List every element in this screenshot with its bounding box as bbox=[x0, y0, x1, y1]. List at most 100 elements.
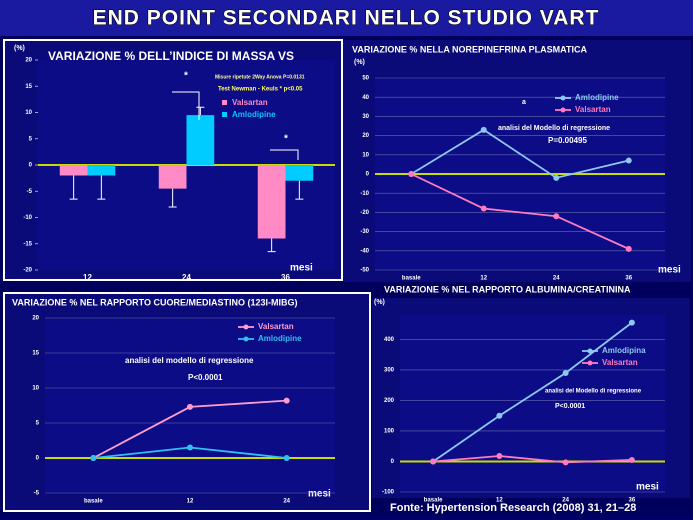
legend-label: Valsartan bbox=[575, 105, 611, 114]
y-tick-label: 400 bbox=[384, 337, 395, 343]
x-axis-label: mesi bbox=[290, 263, 313, 274]
legend-label: Valsartan bbox=[232, 98, 268, 107]
legend-label: Valsartan bbox=[602, 358, 638, 367]
annotation: analisi del modello di regressione bbox=[125, 356, 254, 365]
y-axis-label: (%) bbox=[374, 299, 385, 306]
point bbox=[187, 444, 193, 451]
x-tick-label: 36 bbox=[625, 276, 632, 282]
error-bar bbox=[97, 175, 106, 200]
legend-label: Amlodipina bbox=[602, 346, 646, 355]
y-tick-label: 15 bbox=[32, 351, 39, 357]
y-tick-label: 20 bbox=[25, 58, 32, 64]
line bbox=[432, 321, 633, 463]
bar bbox=[257, 165, 286, 239]
x-tick-label: 24 bbox=[182, 273, 191, 282]
chart-title: VARIAZIONE % NEL RAPPORTO CUORE/MEDIASTI… bbox=[12, 297, 298, 307]
legend-label: Valsartan bbox=[258, 322, 294, 331]
significance-bracket bbox=[172, 91, 299, 160]
y-tick-label: 40 bbox=[362, 95, 369, 101]
y-tick-label: 20 bbox=[362, 133, 369, 139]
chart-title: VARIAZIONE % NEL RAPPORTO ALBUMINA/CREAT… bbox=[384, 284, 631, 294]
point bbox=[480, 126, 487, 133]
point bbox=[625, 157, 632, 164]
bar bbox=[158, 165, 187, 189]
y-tick-label: -10 bbox=[23, 215, 32, 221]
bar bbox=[59, 165, 88, 176]
point bbox=[553, 213, 560, 220]
point bbox=[480, 205, 487, 212]
slide-title: END POINT SECONDARI NELLO STUDIO VART bbox=[93, 7, 600, 30]
x-tick-label: 12 bbox=[496, 498, 503, 504]
point bbox=[553, 174, 560, 181]
point bbox=[562, 369, 569, 376]
x-tick-label: 24 bbox=[553, 276, 560, 282]
x-tick-label: basale bbox=[424, 498, 443, 504]
error-bar bbox=[69, 175, 78, 200]
plot-area bbox=[400, 315, 665, 492]
y-tick-label: -30 bbox=[360, 229, 369, 235]
y-tick-label: -50 bbox=[360, 268, 369, 274]
y-tick-label: 30 bbox=[362, 114, 369, 120]
line bbox=[410, 173, 630, 250]
error-bar bbox=[168, 188, 177, 208]
y-axis-label: (%) bbox=[14, 45, 25, 52]
error-bar bbox=[196, 106, 205, 116]
point bbox=[628, 456, 635, 463]
x-tick-label: 24 bbox=[283, 499, 290, 505]
annotation: P<0.0001 bbox=[555, 403, 585, 410]
chart-title: VARIAZIONE % DELL’INDICE DI MASSA VS bbox=[48, 49, 294, 63]
x-axis-label: mesi bbox=[308, 489, 331, 500]
annotation: analisi del Modello di regressione bbox=[498, 125, 610, 132]
y-axis-label: (%) bbox=[354, 59, 365, 66]
point bbox=[628, 319, 635, 326]
legend-marker bbox=[587, 360, 593, 366]
point bbox=[562, 459, 569, 466]
annotation: Test Newman - Keuls * p<0.05 bbox=[218, 87, 303, 93]
x-tick-label: 36 bbox=[629, 498, 636, 504]
y-tick-label: 10 bbox=[362, 152, 369, 158]
point bbox=[90, 455, 97, 461]
legend-swatch bbox=[222, 112, 227, 117]
line bbox=[433, 455, 632, 464]
x-tick-label: 36 bbox=[281, 273, 290, 282]
legend-marker bbox=[243, 336, 249, 342]
x-tick-label: 12 bbox=[83, 273, 92, 282]
annotation: * bbox=[184, 71, 188, 82]
x-tick-label: 12 bbox=[480, 276, 487, 282]
y-tick-label: -20 bbox=[360, 210, 369, 216]
annotation: P=0.00495 bbox=[548, 136, 587, 145]
x-tick-label: 24 bbox=[562, 498, 569, 504]
annotation: a bbox=[522, 99, 526, 106]
annotation: analisi del Modello di regressione bbox=[545, 389, 642, 395]
bar bbox=[87, 165, 116, 176]
y-tick-label: 50 bbox=[362, 76, 369, 82]
point bbox=[283, 397, 290, 404]
point bbox=[496, 452, 503, 459]
error-bar bbox=[295, 180, 304, 200]
y-tick-label: 15 bbox=[25, 84, 32, 90]
line bbox=[410, 128, 629, 179]
legend-marker bbox=[560, 95, 566, 101]
point bbox=[283, 455, 290, 461]
y-tick-label: 0 bbox=[29, 163, 33, 169]
point bbox=[408, 171, 415, 177]
y-tick-label: 300 bbox=[384, 368, 395, 374]
legend-label: Amlodipine bbox=[232, 110, 276, 119]
y-tick-label: -10 bbox=[360, 191, 369, 197]
y-tick-label: -100 bbox=[382, 490, 395, 496]
annotation: Misure ripetute 2Way Anova P=0.0131 bbox=[215, 74, 305, 80]
y-tick-label: -15 bbox=[23, 241, 32, 247]
title-band bbox=[0, 0, 693, 36]
annotation: P<0.0001 bbox=[188, 373, 223, 382]
y-tick-label: -5 bbox=[27, 189, 33, 195]
y-tick-label: -5 bbox=[34, 491, 40, 497]
y-tick-label: -40 bbox=[360, 248, 369, 254]
x-tick-label: basale bbox=[402, 276, 421, 282]
point bbox=[496, 412, 503, 419]
legend-marker bbox=[587, 348, 593, 354]
x-axis-label: mesi bbox=[658, 265, 681, 276]
error-bar bbox=[267, 238, 276, 253]
legend-label: Amlodipine bbox=[575, 93, 619, 102]
point bbox=[625, 245, 632, 252]
